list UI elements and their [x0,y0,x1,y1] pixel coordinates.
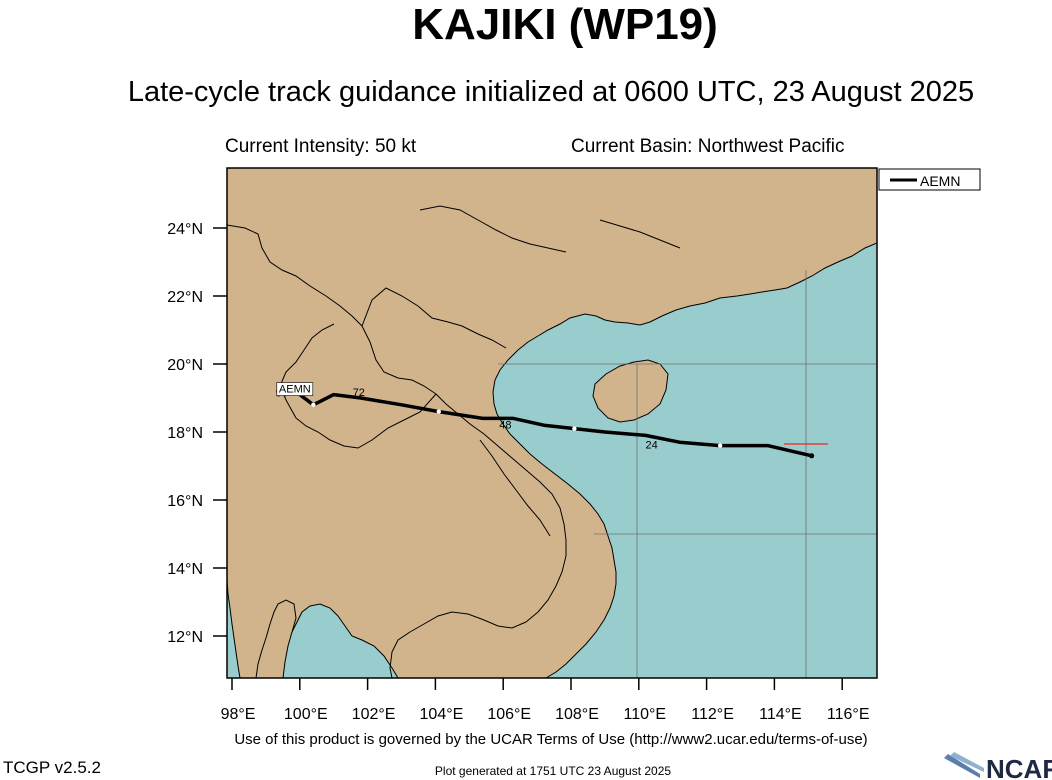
track-layer: 24487296AEMN [276,382,815,459]
x-tick-label: 104°E [420,706,464,723]
track-point [311,402,316,407]
map-frame [226,167,878,679]
legend-label-aemn: AEMN [920,173,960,189]
y-tick-label: 16°N [167,493,203,510]
track-line-aemn [298,392,813,458]
ncar-logo-swoosh-icon [944,754,980,778]
legend: AEMN [878,168,981,191]
x-tick-label: 114°E [759,706,802,723]
ncar-logo: NCAR [944,752,1052,780]
track-point [436,409,441,414]
generated-time: Plot generated at 1751 UTC 23 August 202… [434,764,672,778]
current-intensity: Current Intensity: 50 kt [225,136,417,157]
x-tick-label: 112°E [691,706,734,723]
grid-lines [498,270,877,678]
y-tick-label: 22°N [167,289,203,306]
chart-subtitle: Late-cycle track guidance initialized at… [127,76,975,108]
track-point [717,443,723,448]
y-tick-label: 24°N [167,221,203,238]
x-tick-label: 110°E [624,706,667,723]
y-tick-label: 14°N [167,561,203,578]
version-label: TCGP v2.5.2 [3,758,101,777]
x-tick-label: 102°E [352,706,396,723]
x-axis: 98°E 100°E 102°E 104°E 106°E 108°E 110°E 112°E 1… [221,678,870,723]
y-tick-label: 18°N [167,425,203,442]
land-peninsula [255,599,297,678]
legend-box [878,168,981,191]
current-basin: Current Basin: Northwest Pacific [571,136,845,157]
track-hour-label: 48 [499,419,511,431]
y-tick-label: 12°N [167,629,203,646]
map-area [227,168,877,678]
y-axis: 24°N 22°N 20°N 18°N 16°N 14°N 12°N [167,221,227,646]
x-tick-label: 116°E [827,706,870,723]
x-tick-label: 108°E [555,706,599,723]
land-mainland [227,168,877,678]
y-tick-label: 20°N [167,357,203,374]
track-end-label-box [276,382,314,396]
track-hour-label: 72 [353,387,365,399]
track-hour-label: 24 [645,439,657,451]
x-tick-label: 106°E [487,706,531,723]
terms-of-use: Use of this product is governed by the U… [234,731,868,748]
x-tick-label: 98°E [221,706,256,723]
track-start-point [809,453,815,459]
track-end-label: AEMN [279,384,311,396]
chart-title: KAJIKI (WP19) [412,0,718,49]
x-tick-label: 100°E [284,706,328,723]
track-point [572,426,577,431]
boundaries [227,205,681,678]
ncar-logo-text: NCAR [986,754,1052,780]
